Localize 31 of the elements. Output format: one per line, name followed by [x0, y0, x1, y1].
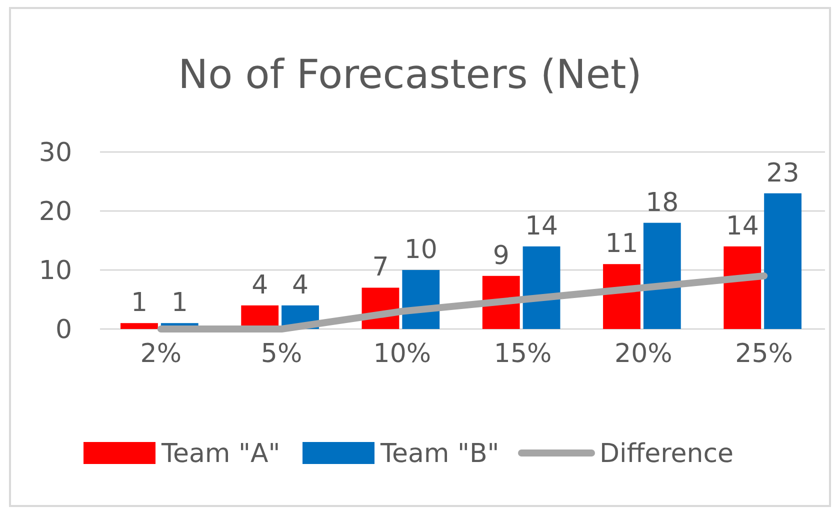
y-tick-label: 10: [38, 256, 72, 286]
data-label: 4: [292, 270, 309, 300]
legend-label: Team "A": [160, 439, 280, 469]
data-label: 7: [372, 252, 389, 283]
x-tick-label: 2%: [140, 339, 182, 369]
x-tick-label: 20%: [614, 339, 672, 369]
legend-label: Team "B": [380, 439, 500, 469]
x-tick-label: 5%: [260, 339, 302, 369]
data-label: 4: [252, 270, 268, 300]
y-tick-label: 30: [38, 138, 72, 168]
x-tick-label: 25%: [735, 339, 793, 369]
y-tick-label: 20: [38, 197, 72, 227]
y-tick-label: 0: [55, 315, 72, 345]
data-label: 23: [766, 158, 800, 188]
bar: [764, 193, 802, 329]
data-label: 9: [492, 240, 510, 271]
bar: [120, 323, 158, 329]
bar: [643, 222, 681, 329]
legend-label: Difference: [600, 439, 734, 469]
data-label: 18: [646, 188, 679, 218]
data-label: 11: [605, 229, 638, 260]
data-label: 14: [726, 211, 759, 242]
data-label: 1: [130, 288, 148, 318]
bar: [724, 246, 762, 329]
chart-title: No of Forecasters (Net): [178, 52, 642, 98]
bar: [522, 246, 560, 329]
data-label: 10: [404, 235, 438, 265]
data-label: 14: [524, 211, 558, 242]
x-tick-label: 10%: [373, 339, 432, 369]
x-tick-label: 15%: [494, 339, 552, 369]
data-label: 1: [171, 288, 188, 318]
